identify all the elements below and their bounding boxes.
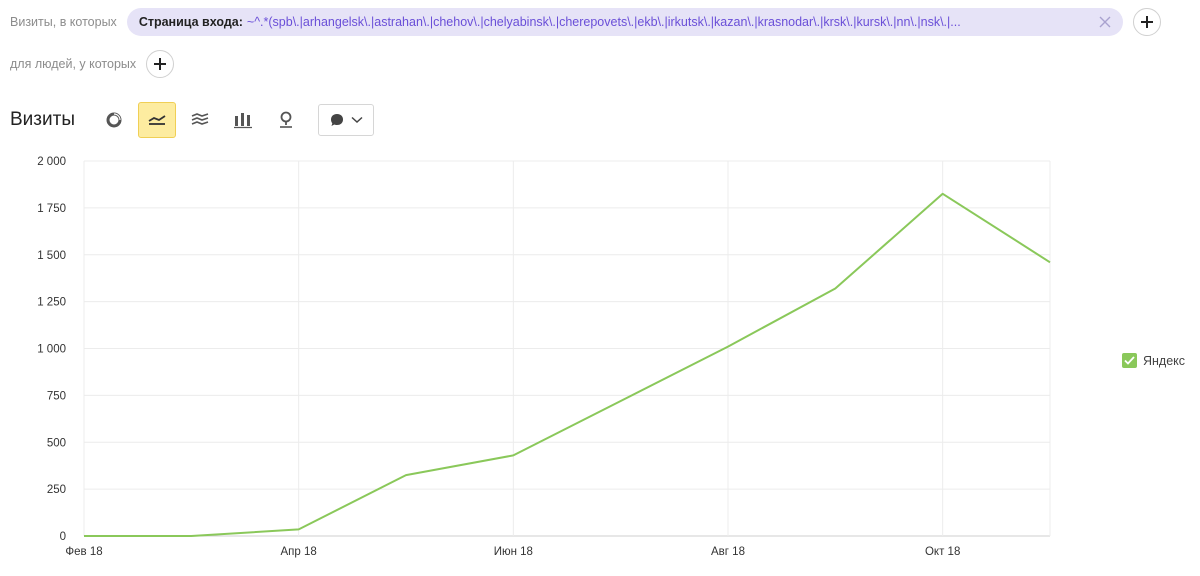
comment-icon: [330, 114, 343, 126]
people-filter-label: для людей, у которых: [10, 57, 137, 71]
bar-chart-icon: [233, 113, 252, 129]
x-tick-label: Окт 18: [925, 546, 960, 558]
series-line-yandex: [84, 192, 1051, 537]
pie-chart-button[interactable]: [95, 102, 133, 138]
x-tick-label: Авг 18: [711, 546, 745, 558]
y-tick-label: 2 000: [37, 156, 66, 168]
add-visit-filter-button[interactable]: [1132, 8, 1161, 36]
bar-chart-button[interactable]: [224, 102, 262, 138]
y-tick-label: 500: [47, 437, 66, 449]
x-tick-label: Июн 18: [494, 546, 533, 558]
add-people-filter-button[interactable]: [146, 50, 175, 78]
x-tick-label: Фев 18: [65, 546, 102, 558]
visits-line-chart: 0 250 500 750 1 000 1 250 1 500 1 750 2 000 Фев 1…: [37, 156, 1051, 558]
area-chart-icon: [191, 113, 209, 125]
annotations-dropdown[interactable]: [317, 104, 374, 136]
chart-title: Визиты: [10, 109, 75, 130]
chevron-down-icon: [351, 116, 363, 124]
legend-item-yandex[interactable]: Яндекс: [1122, 353, 1185, 368]
line-chart-icon: [148, 115, 166, 125]
chip-value: ~^.*(spb\.|arhangelsk\.|astrahan\.|cheho…: [246, 15, 961, 29]
visits-filter-label: Визиты, в которых: [10, 15, 117, 29]
map-icon: [279, 111, 292, 128]
area-chart-button[interactable]: [181, 102, 219, 138]
plus-icon: [1140, 16, 1153, 28]
chart-toolbar: Визиты: [10, 102, 374, 138]
visits-filter-row: Визиты, в которых Страница входа: ~^.*(s…: [10, 8, 1161, 36]
chip-key: Страница входа:: [138, 15, 243, 29]
y-tick-label: 250: [47, 484, 66, 496]
x-tick-label: Апр 18: [281, 546, 317, 558]
people-filter-row: для людей, у которых: [10, 50, 175, 78]
legend-checkbox[interactable]: [1122, 353, 1137, 368]
y-tick-label: 1 250: [37, 297, 66, 309]
y-tick-label: 750: [47, 390, 66, 402]
check-icon: [1124, 356, 1135, 365]
close-icon[interactable]: [1097, 14, 1113, 30]
y-tick-label: 1 500: [37, 250, 66, 262]
y-tick-label: 0: [60, 531, 66, 543]
legend-label: Яндекс: [1143, 353, 1186, 368]
entry-page-filter-chip[interactable]: Страница входа: ~^.*(spb\.|arhangelsk\.|…: [126, 8, 1123, 36]
line-chart-button[interactable]: [137, 102, 176, 138]
pie-chart-icon: [106, 112, 122, 128]
y-tick-label: 1 000: [37, 344, 66, 356]
y-tick-label: 1 750: [37, 203, 66, 215]
plus-icon: [154, 58, 167, 70]
map-button[interactable]: [267, 102, 305, 138]
